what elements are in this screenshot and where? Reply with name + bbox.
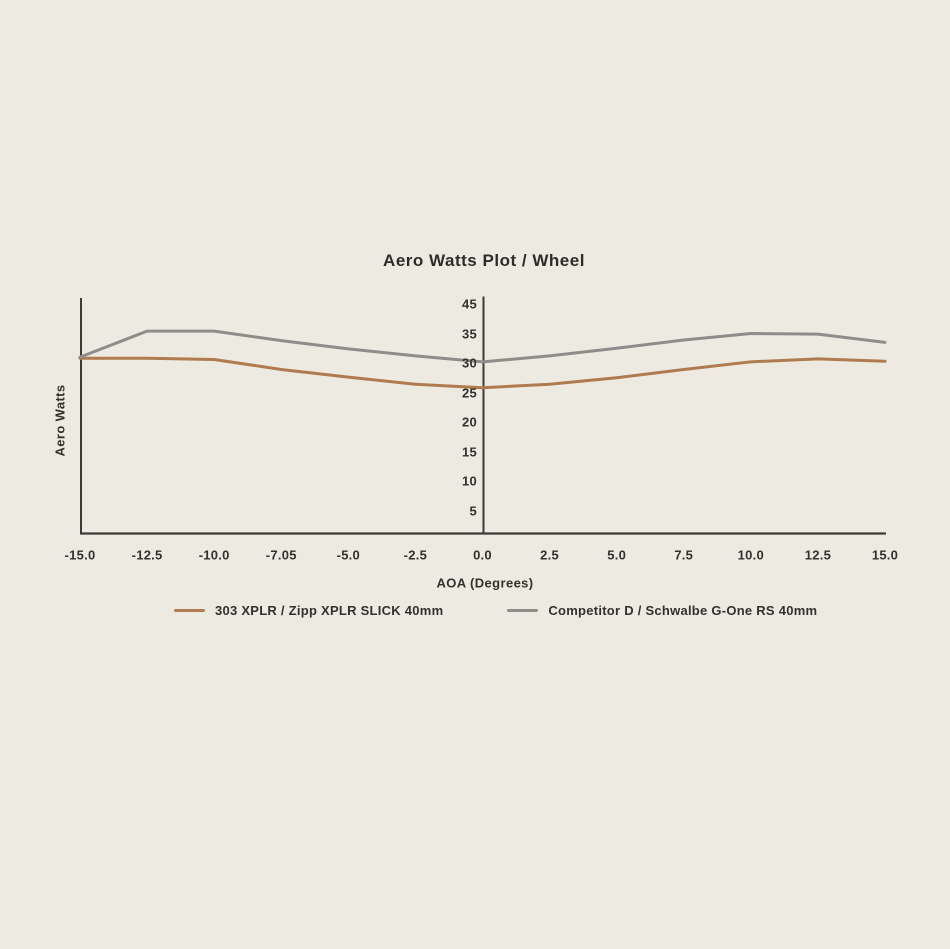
y-axis-tick-label-10: 10 [462, 473, 477, 489]
y-axis-tick-label-35: 35 [462, 326, 477, 341]
x-axis-tick-label--15.0: -15.0 [64, 547, 96, 563]
y-axis-tick-label-5: 5 [469, 503, 477, 518]
x-axis-tick-label--10.0: -10.0 [198, 547, 230, 563]
x-axis-tick-label-15.0: 15.0 [871, 547, 899, 563]
series-line-competitor-d [78, 329, 887, 364]
y-axis-title: Aero Watts [52, 384, 68, 457]
x-axis-title: AOA (Degrees) [436, 575, 534, 591]
y-axis-tick-label-30: 30 [462, 355, 477, 371]
legend-label-303-xplr: 303 XPLR / Zipp XPLR SLICK 40mm [215, 603, 444, 618]
x-axis-tick-label-5.0: 5.0 [607, 547, 627, 563]
x-axis-tick-label--2.5: -2.5 [403, 547, 428, 563]
x-axis-tick-label-7.5: 7.5 [674, 547, 694, 563]
x-axis-tick-label-12.5: 12.5 [804, 547, 832, 563]
legend-label-competitor-d: Competitor D / Schwalbe G-One RS 40mm [548, 603, 818, 618]
x-axis-tick-label--7.05: -7.05 [265, 547, 297, 563]
y-axis-tick-label-25: 25 [462, 385, 477, 400]
legend-line-swatch-competitor-d [507, 609, 539, 612]
legend-item-competitor-d: Competitor D / Schwalbe G-One RS 40mm [507, 603, 817, 618]
series-line-303-xplr [78, 356, 887, 390]
x-axis-tick-label-2.5: 2.5 [540, 547, 560, 563]
y-axis-tick-label-15: 15 [462, 444, 477, 459]
x-axis-tick-label--5.0: -5.0 [336, 547, 361, 563]
x-axis-tick-label-0.0: 0.0 [473, 547, 492, 563]
legend-line-swatch-303-xplr [174, 609, 205, 612]
chart-title: Aero Watts Plot / Wheel [383, 251, 585, 270]
y-axis-tick-label-20: 20 [462, 414, 477, 430]
legend-item-303-xplr: 303 XPLR / Zipp XPLR SLICK 40mm [174, 603, 443, 618]
legend: 303 XPLR / Zipp XPLR SLICK 40mm Competit… [174, 603, 817, 618]
x-axis-tick-label-10.0: 10.0 [737, 547, 764, 563]
x-axis-tick-label--12.5: -12.5 [131, 547, 163, 563]
y-axis-tick-label-45: 45 [462, 296, 477, 312]
